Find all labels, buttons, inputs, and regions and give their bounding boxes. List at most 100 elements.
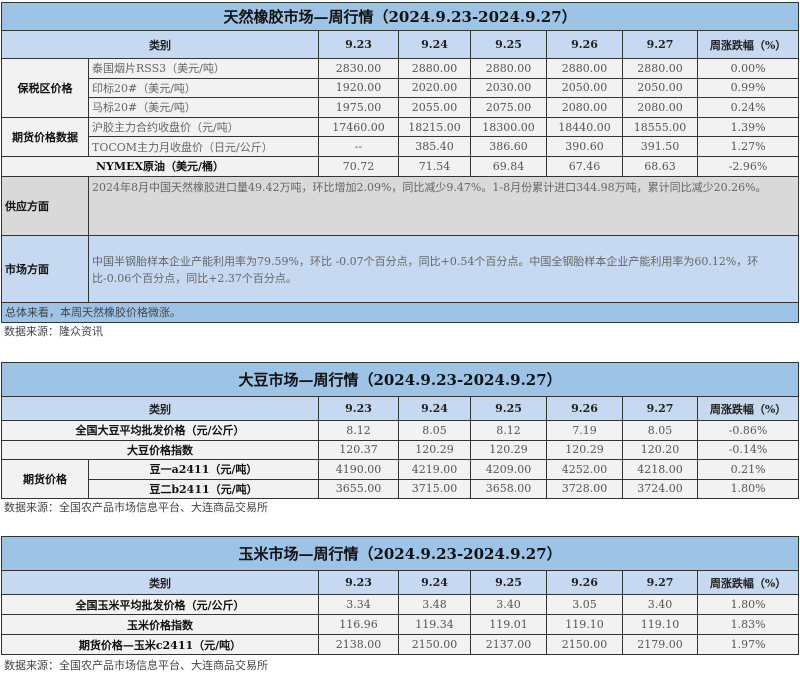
header-date: 9.27 xyxy=(622,570,698,595)
change-cell: 0.00% xyxy=(696,58,800,79)
value-cell: 2880.00 xyxy=(398,58,471,79)
value-cell: 391.50 xyxy=(622,136,698,157)
supply-label: 供应方面 xyxy=(1,175,89,236)
header-date: 9.25 xyxy=(470,30,547,59)
value-cell: 8.12 xyxy=(318,420,399,441)
table-row: 印标20#（美元/吨） 1920.00 2020.00 2030.00 2050.00 2… xyxy=(2,77,800,99)
value-cell: 2150.00 xyxy=(546,634,623,655)
value-cell: 2075.00 xyxy=(470,97,547,118)
table-row: TOCOM主力月收盘价（日元/公斤） -- 385.40 386.60 390.60 39… xyxy=(2,136,800,157)
header-change: 周涨跌幅（%） xyxy=(696,30,800,59)
corn-market-table: 玉米市场—周行情（2024.9.23-2024.9.27） 类别 9.23 9.24 9… xyxy=(0,536,800,655)
table-row: 期货价格数据 沪胶主力合约收盘价（元/吨） 17460.00 18215.00 1830… xyxy=(1,116,800,157)
row-label: 马标20#（美元/吨） xyxy=(88,97,319,118)
change-cell: 0.99% xyxy=(696,77,800,99)
value-cell: 2080.00 xyxy=(622,97,698,118)
value-cell: 69.84 xyxy=(470,155,547,177)
value-cell: 2050.00 xyxy=(622,77,698,99)
corn-source: 数据来源：全国农产品市场信息平台、大连商品交易所 xyxy=(4,659,268,672)
change-cell: 1.80% xyxy=(696,594,800,615)
value-cell: 8.12 xyxy=(470,420,547,441)
value-cell: 2179.00 xyxy=(622,634,698,655)
table-title: 天然橡胶市场—周行情（2024.9.23-2024.9.27） xyxy=(0,2,800,31)
row-label: 玉米价格指数 xyxy=(1,614,319,635)
value-cell: 119.10 xyxy=(622,614,698,635)
row-label: 豆二b2411（元/吨） xyxy=(88,478,319,499)
header-change: 周涨跌幅（%） xyxy=(696,396,800,421)
row-label: 印标20#（美元/吨） xyxy=(88,77,319,99)
change-cell: 1.80% xyxy=(696,478,800,499)
header-date: 9.27 xyxy=(622,30,698,59)
value-cell: 2055.00 xyxy=(398,97,471,118)
value-cell: 390.60 xyxy=(546,136,623,157)
header-date: 9.24 xyxy=(398,30,471,59)
rubber-market-table: 天然橡胶市场—周行情（2024.9.23-2024.9.27） 类别 9.23 9.2… xyxy=(0,2,800,323)
value-cell: 2137.00 xyxy=(470,634,547,655)
value-cell: 68.63 xyxy=(622,155,698,177)
header-date: 9.25 xyxy=(470,570,547,595)
value-cell: 2830.00 xyxy=(318,58,399,79)
value-cell: 120.29 xyxy=(470,439,547,460)
value-cell: 2020.00 xyxy=(398,77,471,99)
value-cell: 4218.00 xyxy=(622,459,698,480)
group-label: 期货价格 xyxy=(1,459,89,499)
value-cell: -- xyxy=(318,136,399,157)
header-date: 9.23 xyxy=(318,30,399,59)
change-cell: 0.24% xyxy=(696,97,800,118)
row-label: 全国玉米平均批发价格（元/公斤） xyxy=(1,594,319,615)
title-row: 天然橡胶市场—周行情（2024.9.23-2024.9.27） xyxy=(0,2,800,31)
table-title: 大豆市场—周行情（2024.9.23-2024.9.27） xyxy=(0,362,800,397)
value-cell: 4209.00 xyxy=(470,459,547,480)
value-cell: 18300.00 xyxy=(470,116,547,138)
value-cell: 3.40 xyxy=(470,594,547,615)
value-cell: 70.72 xyxy=(318,155,399,177)
header-date: 9.25 xyxy=(470,396,547,421)
change-cell: 1.97% xyxy=(696,634,800,655)
value-cell: 3.48 xyxy=(398,594,471,615)
change-cell: 1.83% xyxy=(696,614,800,635)
row-label: TOCOM主力月收盘价（日元/公斤） xyxy=(88,136,319,157)
value-cell: 67.46 xyxy=(546,155,623,177)
header-row: 类别 9.23 9.24 9.25 9.26 9.27 周涨跌幅（%） xyxy=(1,570,800,595)
row-label: 沪胶主力合约收盘价（元/吨） xyxy=(88,116,319,138)
value-cell: 3.34 xyxy=(318,594,399,615)
header-date: 9.24 xyxy=(398,570,471,595)
value-cell: 3.40 xyxy=(622,594,698,615)
header-date: 9.26 xyxy=(546,396,623,421)
header-date: 9.26 xyxy=(546,570,623,595)
change-cell: -0.86% xyxy=(696,420,800,441)
group-label: 期货价格数据 xyxy=(1,116,89,157)
value-cell: 2080.00 xyxy=(546,97,623,118)
value-cell: 18440.00 xyxy=(546,116,623,138)
value-cell: 3724.00 xyxy=(622,478,698,499)
value-cell: 7.19 xyxy=(546,420,623,441)
row-label: 全国大豆平均批发价格（元/公斤） xyxy=(1,420,319,441)
supply-row: 供应方面 2024年8月中国天然橡胶进口量49.42万吨，环比增加2.09%，同比… xyxy=(1,175,800,236)
value-cell: 2150.00 xyxy=(398,634,471,655)
table-row: 大豆价格指数 120.37 120.29 120.29 120.29 120.20 -0.1… xyxy=(1,439,800,460)
table-row: 期货价格 豆一a2411（元/吨） 4190.00 4219.00 4209.00 425… xyxy=(1,459,800,499)
value-cell: 116.96 xyxy=(318,614,399,635)
value-cell: 3658.00 xyxy=(470,478,547,499)
header-date: 9.24 xyxy=(398,396,471,421)
header-date: 9.26 xyxy=(546,30,623,59)
value-cell: 119.01 xyxy=(470,614,547,635)
header-date: 9.23 xyxy=(318,570,399,595)
change-cell: 1.39% xyxy=(696,116,800,138)
value-cell: 385.40 xyxy=(398,136,471,157)
value-cell: 3.05 xyxy=(546,594,623,615)
row-label: 大豆价格指数 xyxy=(1,439,319,460)
value-cell: 8.05 xyxy=(398,420,471,441)
value-cell: 119.34 xyxy=(398,614,471,635)
value-cell: 3715.00 xyxy=(398,478,471,499)
market-label: 市场方面 xyxy=(1,234,89,303)
value-cell: 120.29 xyxy=(398,439,471,460)
change-cell: -0.14% xyxy=(696,439,800,460)
value-cell: 120.37 xyxy=(318,439,399,460)
title-row: 大豆市场—周行情（2024.9.23-2024.9.27） xyxy=(0,362,800,397)
value-cell: 1920.00 xyxy=(318,77,399,99)
change-cell: 1.27% xyxy=(696,136,800,157)
rubber-source: 数据来源：隆众资讯 xyxy=(4,325,103,338)
value-cell: 2030.00 xyxy=(470,77,547,99)
market-row: 市场方面 中国半钢胎样本企业产能利用率为79.59%，环比 -0.07个百分点，同… xyxy=(1,234,800,303)
